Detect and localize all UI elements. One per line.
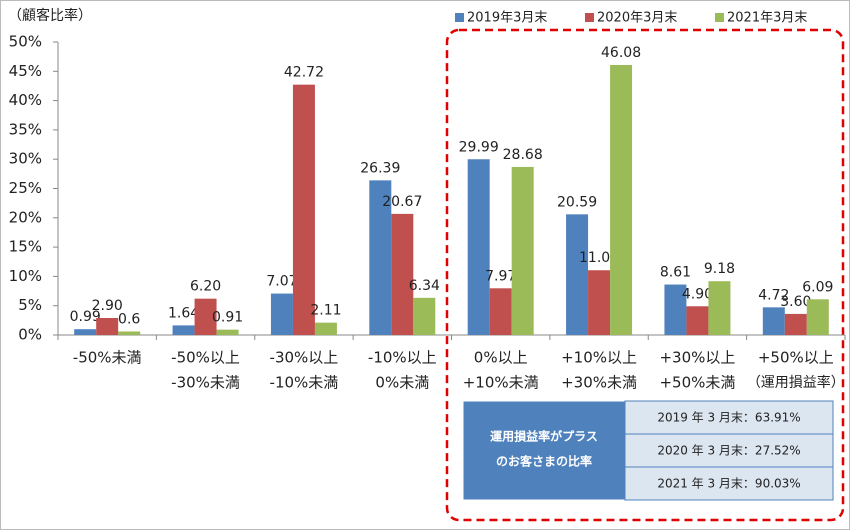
x-tick-label: +30%未満 bbox=[561, 374, 637, 392]
bar bbox=[664, 284, 687, 335]
bar bbox=[784, 313, 807, 335]
value-label: 29.99 bbox=[459, 139, 499, 155]
value-label: 7.07 bbox=[266, 274, 297, 290]
bar bbox=[511, 166, 534, 335]
legend-label: 2019年3月末 bbox=[467, 11, 547, 26]
x-tick-label: +50%未満 bbox=[659, 374, 735, 392]
bar bbox=[270, 293, 293, 335]
value-label: 20.67 bbox=[382, 194, 422, 210]
x-tick-label: 0%以上 bbox=[474, 349, 528, 367]
value-label: 3.60 bbox=[780, 294, 811, 310]
value-label: 2.11 bbox=[310, 303, 341, 319]
x-tick-label: -10%以上 bbox=[368, 349, 437, 367]
y-tick-label: 15% bbox=[9, 238, 42, 256]
value-label: 42.72 bbox=[284, 65, 324, 81]
legend-label: 2021年3月末 bbox=[727, 11, 807, 26]
y-tick-label: 45% bbox=[9, 62, 42, 80]
value-label: 6.34 bbox=[409, 278, 440, 294]
highlight-box bbox=[445, 28, 845, 522]
bar bbox=[610, 64, 633, 336]
x-tick-label: -50%以上 bbox=[171, 349, 240, 367]
x-tick-label: +10%未満 bbox=[463, 374, 539, 392]
y-tick-label: 25% bbox=[9, 179, 42, 197]
bar bbox=[566, 214, 589, 335]
table-row: 2020 年 3 月末：27.52% bbox=[657, 444, 800, 458]
x-tick-label: +50%以上 bbox=[758, 349, 834, 367]
x-tick-label: 0%未満 bbox=[375, 374, 429, 392]
bar bbox=[172, 325, 195, 335]
value-label: 0.91 bbox=[212, 310, 243, 326]
bar bbox=[292, 84, 315, 335]
value-label: 6.20 bbox=[190, 279, 221, 295]
value-label: 4.90 bbox=[682, 286, 713, 302]
y-tick-label: 30% bbox=[9, 150, 42, 168]
table-title: 運用損益率がプラス bbox=[490, 429, 598, 444]
x-tick-label: -10%未満 bbox=[270, 374, 339, 392]
legend-swatch bbox=[585, 13, 594, 22]
value-label: 8.61 bbox=[660, 265, 691, 281]
y-tick-label: 10% bbox=[9, 267, 42, 285]
value-label: 46.08 bbox=[601, 45, 641, 61]
x-tick-label: -50%未満 bbox=[73, 349, 142, 367]
table-cell bbox=[624, 400, 834, 435]
y-tick-label: 5% bbox=[18, 296, 42, 314]
value-label: 6.09 bbox=[802, 279, 833, 295]
table-row: 2019 年 3 月末：63.91% bbox=[657, 411, 800, 425]
x-axis-label: （運用損益率） bbox=[747, 374, 845, 391]
bar bbox=[489, 288, 512, 335]
y-tick-label: 0% bbox=[18, 326, 42, 344]
bar bbox=[74, 329, 97, 335]
bar bbox=[762, 307, 785, 335]
y-tick-label: 50% bbox=[9, 33, 42, 51]
legend-swatch bbox=[455, 13, 464, 22]
x-tick-label: -30%以上 bbox=[270, 349, 339, 367]
value-label: 4.72 bbox=[758, 287, 789, 303]
bar bbox=[314, 322, 337, 335]
bar bbox=[118, 331, 141, 335]
table-row: 2021 年 3 月末：90.03% bbox=[657, 477, 800, 491]
value-label: 28.68 bbox=[503, 147, 543, 163]
table-title: のお客さまの比率 bbox=[496, 454, 592, 469]
table-cell bbox=[624, 466, 834, 501]
value-label: 0.6 bbox=[118, 311, 140, 327]
bar bbox=[369, 180, 392, 335]
bar bbox=[467, 159, 490, 335]
value-label: 2.90 bbox=[92, 298, 123, 314]
y-axis-label: （顧客比率） bbox=[8, 7, 92, 24]
bar bbox=[588, 270, 611, 335]
value-label: 0.99 bbox=[70, 309, 101, 325]
table-cell bbox=[624, 433, 834, 468]
legend-label: 2020年3月末 bbox=[597, 11, 677, 26]
value-label: 7.97 bbox=[485, 268, 516, 284]
bar bbox=[194, 298, 217, 335]
y-tick-label: 20% bbox=[9, 208, 42, 226]
bar bbox=[806, 299, 829, 335]
x-tick-label: +10%以上 bbox=[561, 349, 637, 367]
value-label: 20.59 bbox=[557, 194, 597, 210]
y-tick-label: 35% bbox=[9, 120, 42, 138]
y-tick-label: 40% bbox=[9, 91, 42, 109]
bar bbox=[216, 329, 239, 335]
table-header-cell bbox=[462, 400, 626, 501]
value-label: 26.39 bbox=[360, 160, 400, 176]
value-label: 9.18 bbox=[704, 261, 735, 277]
bar bbox=[686, 306, 709, 335]
value-label: 11.05 bbox=[579, 250, 619, 266]
x-tick-label: +30%以上 bbox=[659, 349, 735, 367]
summary-table: 運用損益率がプラス のお客さまの比率 2019 年 3 月末：63.91% 20… bbox=[462, 400, 834, 501]
bar bbox=[96, 318, 119, 335]
bar bbox=[708, 281, 731, 335]
legend-swatch bbox=[715, 13, 724, 22]
bar bbox=[391, 213, 414, 335]
bar bbox=[413, 297, 436, 335]
value-label: 1.64 bbox=[168, 305, 199, 321]
x-tick-label: -30%未満 bbox=[171, 374, 240, 392]
